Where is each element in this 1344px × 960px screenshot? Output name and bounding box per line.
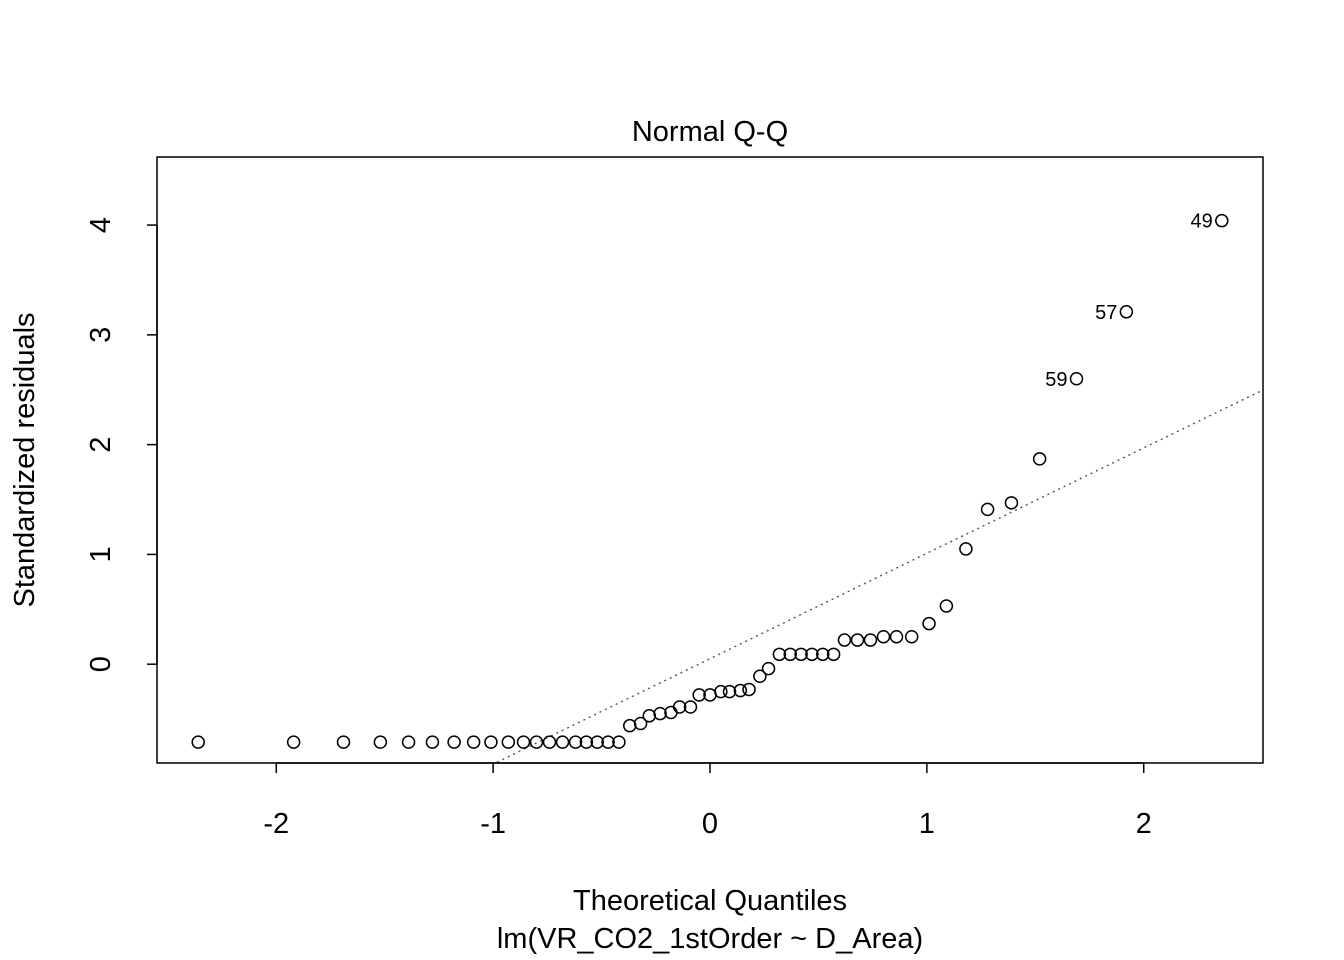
data-point: [837, 633, 852, 647]
data-point: [783, 647, 797, 662]
data-point: [466, 735, 481, 749]
data-point: [939, 599, 954, 613]
points-layer: 59 57 49: [191, 211, 1229, 749]
reference-line-layer: [493, 389, 1263, 763]
y-tick-label: 4: [85, 217, 117, 233]
x-tick-label: 0: [702, 808, 718, 840]
data-point: [863, 633, 878, 647]
data-point: [401, 735, 416, 749]
data-point: [447, 735, 461, 749]
y-axis-title: Standardized residuals: [9, 312, 41, 607]
data-point: [1004, 496, 1019, 510]
data-point: [484, 735, 498, 749]
data-point: [529, 735, 544, 749]
point-label: 49: [1191, 211, 1213, 233]
data-point: [876, 630, 891, 644]
data-point: [286, 735, 301, 749]
data-point: [794, 647, 808, 662]
data-point: [633, 716, 648, 731]
y-axis: 0 1 2 3 4: [85, 217, 158, 672]
data-point: [516, 735, 531, 749]
data-point: [373, 735, 388, 749]
reference-line: [493, 389, 1263, 763]
data-point: [579, 735, 594, 749]
data-point: [612, 735, 626, 749]
data-point: [772, 647, 787, 662]
y-tick-label: 2: [85, 437, 117, 453]
y-tick-label: 1: [85, 546, 117, 562]
data-point: [922, 616, 936, 631]
plot-frame: [156, 156, 1264, 764]
x-axis: -2 -1 0 1 2: [263, 762, 1152, 840]
data-point: [336, 735, 351, 749]
x-tick-label: 2: [1136, 808, 1152, 840]
x-tick-label: -2: [263, 808, 289, 840]
data-point: [683, 700, 698, 714]
data-point: [889, 630, 904, 644]
data-point: [733, 683, 748, 698]
data-point: [826, 647, 841, 662]
data-point: [1119, 305, 1134, 319]
y-tick-label: 0: [85, 656, 117, 672]
data-point: [601, 735, 615, 749]
data-point: [653, 706, 667, 721]
data-point: [692, 688, 706, 702]
data-point: [805, 647, 819, 662]
data-point: [1215, 213, 1229, 228]
data-point: [642, 709, 657, 723]
data-point: [568, 735, 583, 749]
x-tick-label: -1: [480, 808, 506, 840]
x-axis-title: Theoretical Quantiles: [573, 885, 847, 917]
data-point: [722, 684, 737, 699]
y-tick-label: 3: [85, 327, 117, 343]
data-point: [590, 735, 604, 749]
data-point: [191, 735, 205, 749]
data-point: [1069, 372, 1084, 386]
data-point: [672, 700, 687, 714]
data-point: [742, 682, 756, 697]
data-point: [959, 542, 973, 556]
chart-subtitle: lm(VR_CO2_1stOrder ~ D_Area): [497, 923, 923, 955]
data-point: [501, 735, 516, 749]
data-point: [850, 633, 865, 647]
chart-title: Normal Q-Q: [632, 116, 788, 148]
x-tick-label: 1: [919, 808, 935, 840]
data-point: [555, 735, 570, 749]
data-point: [753, 669, 767, 684]
data-point: [542, 735, 557, 749]
point-label: 59: [1045, 369, 1067, 391]
data-point: [904, 630, 919, 644]
data-point: [1032, 452, 1047, 466]
data-point: [761, 661, 776, 676]
data-point: [425, 735, 440, 749]
data-point: [980, 502, 995, 517]
data-point: [714, 684, 728, 699]
data-point: [816, 647, 830, 662]
point-label: 57: [1095, 302, 1117, 324]
data-point: [623, 718, 637, 733]
